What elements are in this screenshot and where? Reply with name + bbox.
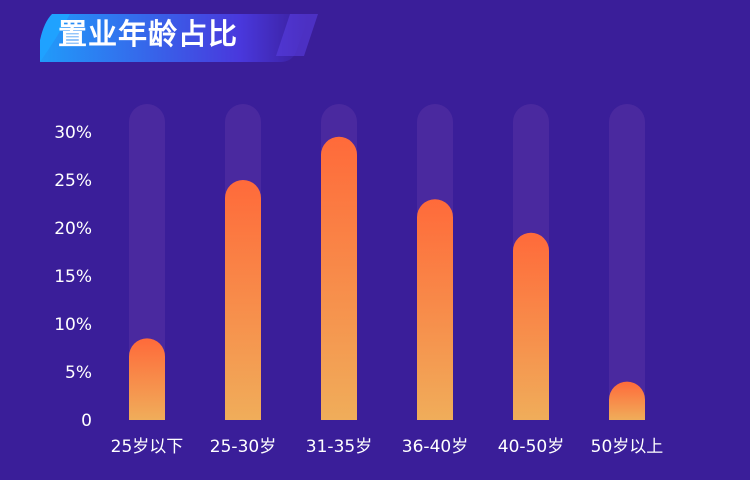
y-tick-label: 25%: [54, 171, 92, 191]
bar: [129, 338, 165, 420]
bar: [609, 381, 645, 420]
bar: [513, 232, 549, 420]
chart-title: 置业年龄占比: [58, 17, 239, 51]
y-tick-label: 15%: [54, 267, 92, 287]
y-tick-label: 0: [81, 411, 92, 431]
bar: [225, 180, 261, 420]
y-tick-label: 10%: [54, 315, 92, 335]
y-tick-label: 5%: [65, 363, 92, 383]
x-tick-label: 31-35岁: [306, 437, 372, 457]
title-badge-shape: [40, 14, 318, 62]
y-tick-label: 20%: [54, 219, 92, 239]
x-tick-label: 36-40岁: [402, 437, 468, 457]
bar: [321, 136, 357, 421]
title-badge: 置业年龄占比: [0, 0, 330, 64]
bar-track: [609, 104, 645, 420]
bar: [417, 199, 453, 420]
x-tick-label: 25岁以下: [111, 437, 184, 457]
y-tick-label: 30%: [54, 123, 92, 143]
x-tick-label: 25-30岁: [210, 437, 276, 457]
x-tick-label: 50岁以上: [591, 437, 664, 457]
x-tick-label: 40-50岁: [498, 437, 564, 457]
